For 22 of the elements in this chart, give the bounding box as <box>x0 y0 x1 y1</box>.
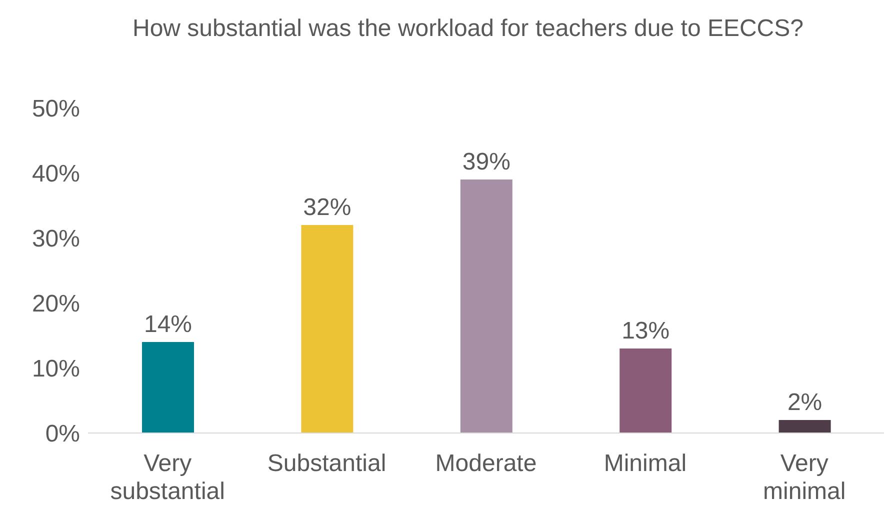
y-tick-label: 30% <box>32 226 80 253</box>
x-tick-label: Moderate <box>435 450 537 477</box>
chart-title: How substantial was the workload for teachers due to EECCS? <box>131 14 804 44</box>
data-label: 2% <box>787 389 822 416</box>
y-tick-label: 10% <box>32 356 80 383</box>
bar <box>142 342 194 433</box>
bar <box>778 420 831 433</box>
y-tick-label: 0% <box>45 420 80 448</box>
data-label: 13% <box>622 318 670 344</box>
x-tick-label: Substantial <box>267 450 386 477</box>
data-label: 39% <box>462 148 510 176</box>
bar <box>620 348 672 433</box>
bar <box>301 225 354 433</box>
data-label: 14% <box>144 311 192 338</box>
x-tick-label: Very substantial <box>110 450 225 505</box>
y-tick-label: 20% <box>32 290 80 318</box>
y-tick-label: 40% <box>32 160 80 188</box>
data-label: 32% <box>303 194 352 221</box>
x-tick-label: Minimal <box>604 450 687 477</box>
x-tick-label: Very minimal <box>763 450 846 505</box>
bar <box>460 180 512 433</box>
y-tick-label: 50% <box>32 96 80 123</box>
